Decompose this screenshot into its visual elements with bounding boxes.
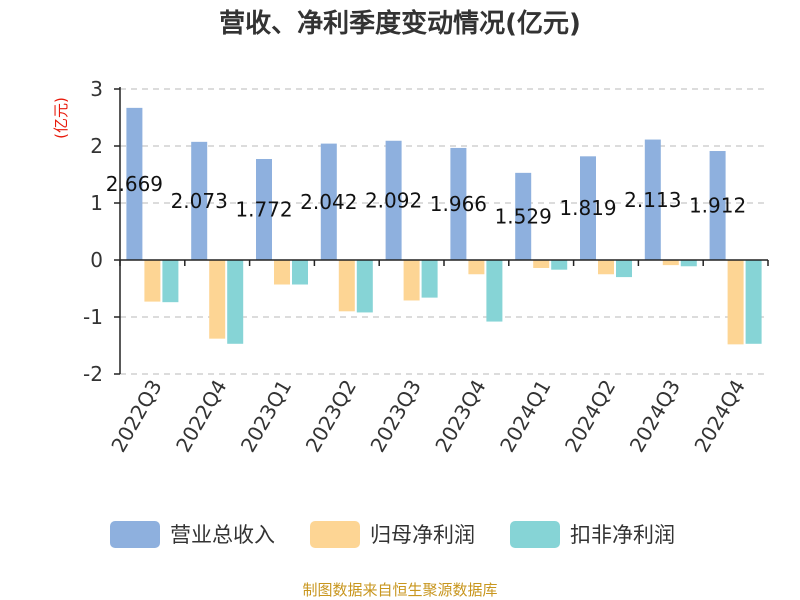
y-tick-label: 2 — [90, 134, 103, 158]
bar — [403, 260, 420, 301]
y-axis-unit-label: (亿元) — [52, 97, 70, 139]
data-label: 2.113 — [624, 188, 681, 212]
bar — [486, 260, 503, 322]
bar — [421, 260, 438, 298]
bar — [144, 260, 161, 302]
bar — [580, 156, 596, 260]
bar — [680, 260, 697, 267]
bar — [292, 260, 308, 285]
bar — [356, 260, 373, 313]
x-tick-label: 2023Q4 — [430, 376, 490, 457]
bar — [709, 151, 726, 260]
data-label: 2.092 — [365, 188, 422, 212]
data-label: 2.073 — [171, 189, 228, 213]
chart-title: 营收、净利季度变动情况(亿元) — [219, 8, 581, 39]
bar — [727, 260, 744, 345]
y-tick-label: 3 — [90, 77, 103, 101]
bar — [274, 260, 290, 285]
bar — [551, 260, 568, 270]
x-tick-label: 2023Q3 — [365, 376, 425, 457]
data-label: 1.772 — [235, 197, 292, 221]
bar — [515, 172, 532, 260]
legend-swatch — [110, 521, 160, 548]
x-tick-label: 2022Q3 — [106, 376, 166, 457]
legend-label: 归母净利润 — [370, 523, 475, 547]
y-tick-label: -2 — [83, 362, 103, 386]
y-tick-label: 1 — [90, 191, 103, 215]
y-tick-label: 0 — [90, 248, 103, 272]
data-label: 1.529 — [495, 204, 552, 228]
legend-swatch — [310, 521, 360, 548]
data-label: 2.669 — [106, 172, 163, 196]
bar — [162, 260, 179, 303]
data-label: 1.912 — [689, 194, 746, 218]
data-label: 1.966 — [430, 192, 487, 216]
bar — [644, 139, 661, 260]
legend-label: 扣非净利润 — [570, 523, 675, 547]
data-labels: 2.669 2.073 1.772 2.042 2.092 1.966 1.529 1.819… — [106, 172, 746, 228]
x-tick-label: 2024Q2 — [560, 376, 620, 457]
data-label: 2.042 — [300, 190, 357, 214]
bar — [468, 260, 485, 275]
bar — [745, 260, 762, 344]
bar — [320, 143, 337, 260]
bar — [256, 158, 272, 260]
legend: 营业总收入 归母净利润 扣非净利润 — [110, 521, 675, 548]
legend-label: 营业总收入 — [170, 523, 275, 547]
bars — [126, 107, 762, 345]
bar — [227, 260, 244, 344]
x-tick-label: 2023Q2 — [301, 376, 361, 457]
x-tick-label: 2022Q4 — [171, 376, 231, 457]
bar — [662, 260, 679, 266]
legend-swatch — [510, 521, 560, 548]
bar — [338, 260, 355, 312]
source-note: 制图数据来自恒生聚源数据库 — [302, 581, 497, 599]
bar — [598, 260, 614, 275]
y-tick-label: -1 — [83, 305, 103, 329]
x-tick-label: 2024Q3 — [625, 376, 685, 457]
bar — [191, 141, 208, 260]
x-tick-label: 2024Q1 — [495, 376, 555, 457]
x-tick-label: 2024Q4 — [689, 376, 749, 457]
bar — [450, 147, 467, 260]
bar — [209, 260, 226, 339]
bar — [126, 107, 143, 260]
data-label: 1.819 — [559, 196, 616, 220]
bar — [385, 140, 402, 260]
x-tick-label: 2023Q1 — [236, 376, 296, 457]
bar — [533, 260, 550, 268]
bar — [616, 260, 632, 278]
